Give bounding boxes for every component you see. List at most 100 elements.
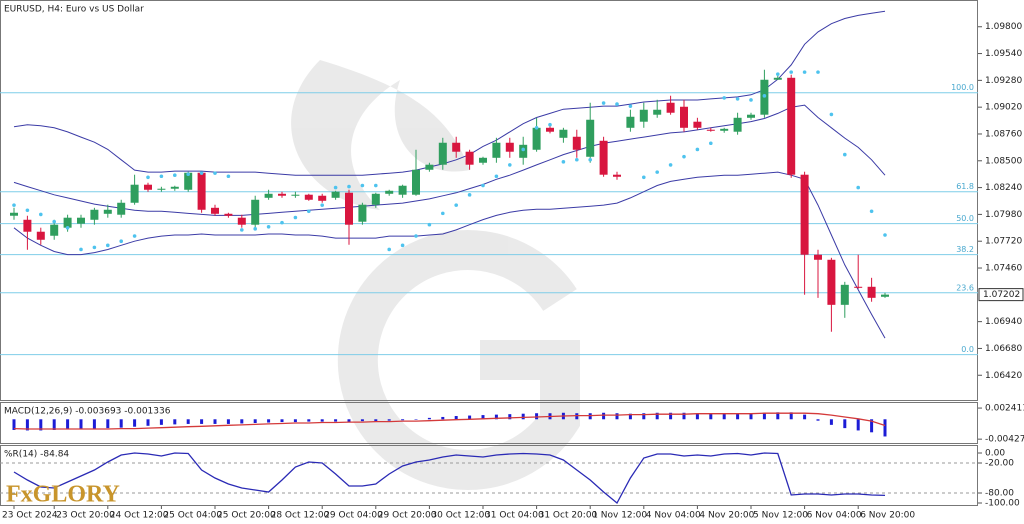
wpr-panel-frame: [0, 445, 978, 506]
sar-dot: [199, 171, 204, 175]
chart-title: EURUSD, H4: Euro vs US Dollar: [4, 5, 144, 15]
sar-dot: [789, 70, 793, 74]
candle-body: [251, 199, 260, 225]
candle-body: [345, 192, 353, 225]
macd-bar: [347, 419, 351, 422]
candle-body: [479, 157, 487, 163]
sar-dot: [387, 247, 392, 252]
sar-dot: [427, 222, 432, 227]
macd-bar: [253, 419, 257, 423]
fib-label: 38.2: [956, 245, 974, 254]
sar-dot: [226, 174, 231, 179]
sar-dot: [374, 183, 378, 188]
macd-bar: [267, 419, 271, 423]
candle-body: [398, 185, 407, 195]
candle-body: [639, 109, 648, 122]
macd-bar: [508, 414, 512, 420]
macd-bar: [293, 419, 297, 423]
sar-dot: [213, 171, 217, 175]
macd-bar: [66, 419, 70, 430]
macd-bar: [454, 416, 458, 420]
watermark-letter: [337, 230, 580, 490]
macd-bar: [280, 419, 284, 423]
candle-body: [237, 217, 246, 225]
sar-dot: [414, 234, 418, 238]
candle-body: [840, 284, 849, 305]
sar-dot: [561, 160, 566, 164]
macd-bar: [226, 419, 230, 424]
sar-dot: [12, 203, 16, 207]
candle-body: [412, 169, 420, 195]
y-tick-label: 1.08240: [985, 183, 1022, 193]
macd-bar: [106, 419, 110, 429]
candle-body: [586, 119, 595, 157]
wpr-line: [13, 452, 886, 505]
macd-bar: [736, 413, 740, 420]
macd-bar: [695, 413, 699, 420]
x-tick-label: 6 Nov 20:00: [860, 511, 915, 521]
sar-dot: [588, 157, 592, 162]
sar-dot: [106, 243, 110, 248]
candle-body: [465, 151, 474, 165]
x-tick-label: 4 Nov 20:00: [699, 511, 754, 521]
sar-dot: [508, 163, 512, 167]
macd-bar: [360, 419, 364, 422]
sar-dot: [722, 96, 726, 100]
sar-dot: [293, 215, 298, 220]
sar-dot: [829, 112, 834, 117]
logo: FxGLORY: [6, 482, 120, 508]
sar-dot: [307, 209, 311, 214]
y-tick-label: -20.00: [985, 459, 1014, 469]
y-tick-label: 1.08760: [985, 129, 1022, 139]
macd-bar: [12, 419, 16, 430]
candle-body: [787, 77, 796, 175]
plot-layer: 1.09800 1.09540 1.09280 1.09020 1.08760 1.085…: [0, 10, 1024, 521]
candle-body: [184, 172, 193, 190]
candle-body: [211, 207, 219, 214]
sar-dot: [655, 170, 659, 174]
candle-body: [224, 213, 233, 216]
sar-dot: [320, 203, 325, 207]
candle-body: [63, 217, 72, 228]
sar-dot: [856, 185, 860, 190]
macd-bar: [883, 419, 887, 437]
sar-dot: [92, 245, 97, 250]
macd-bar: [240, 419, 244, 424]
candle-body: [278, 193, 286, 196]
sar-dot: [173, 173, 177, 178]
macd-bar: [602, 412, 606, 420]
sar-dot: [132, 234, 137, 238]
candle-body: [519, 144, 528, 158]
candle-body: [720, 128, 729, 131]
x-tick-label: 30 Oct 12:00: [431, 511, 490, 521]
macd-bar: [655, 412, 659, 420]
candle-body: [747, 114, 755, 118]
candle-body: [385, 190, 394, 194]
candle-body: [425, 164, 434, 170]
macd-bar: [186, 419, 190, 424]
candle-body: [680, 106, 688, 128]
x-tick-label: 4 Nov 04:00: [646, 511, 701, 521]
macd-bar: [521, 413, 525, 420]
y-tick-label: 1.09540: [985, 49, 1022, 59]
sar-dot: [869, 209, 874, 214]
macd-bar: [39, 419, 43, 431]
candle-body: [438, 142, 447, 165]
y-tick-label: -0.004273: [985, 435, 1024, 445]
candle-body: [733, 117, 742, 132]
macd-bar: [481, 415, 485, 420]
sar-dot: [601, 101, 606, 105]
macd-bar: [79, 419, 83, 430]
candle-body: [613, 174, 621, 177]
candle-body: [559, 129, 568, 138]
sar-dot: [119, 239, 123, 244]
macd-bar: [749, 413, 753, 420]
candle-body: [144, 184, 152, 190]
sar-dot: [240, 228, 244, 232]
candle-body: [572, 136, 581, 150]
y-tick-label: 1.06680: [985, 344, 1022, 354]
sar-dot: [280, 220, 284, 225]
bollinger-upper: [13, 10, 886, 176]
sar-dot: [186, 172, 190, 176]
candle-body: [358, 204, 367, 222]
